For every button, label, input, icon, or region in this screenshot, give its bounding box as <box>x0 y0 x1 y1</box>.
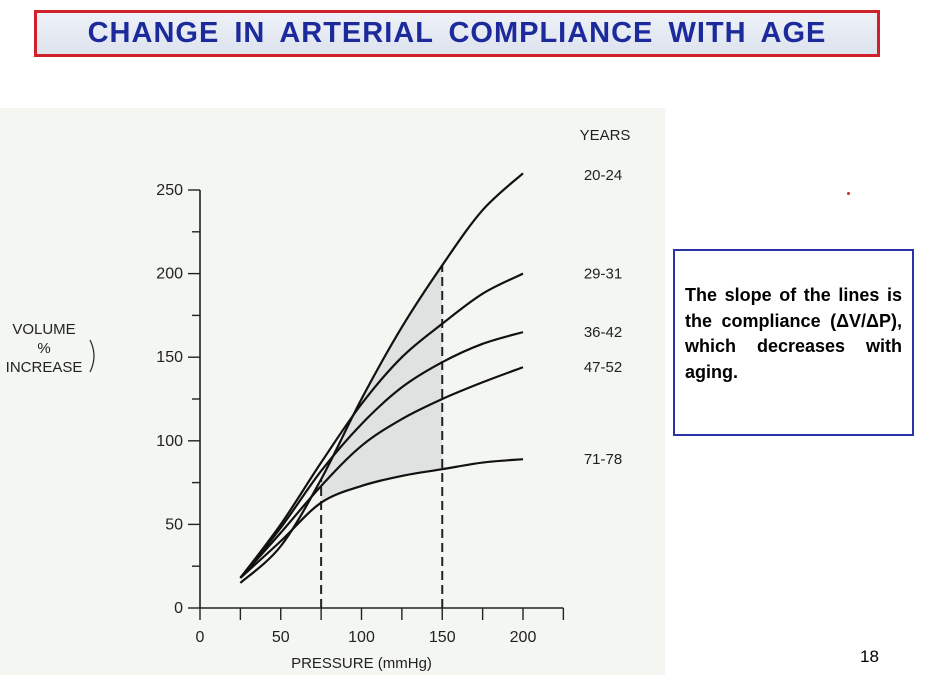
shaded-compliance-region <box>321 265 443 503</box>
decorative-dot <box>847 192 850 195</box>
series-line <box>239 331 524 579</box>
x-tick-label: 50 <box>272 629 290 646</box>
y-tick-label: 50 <box>165 516 183 533</box>
compliance-chart: 0 50 100 150 200 250 0 50 100 150 200 PRESSURE (mmH… <box>6 127 631 672</box>
x-tick-label: 0 <box>196 629 205 646</box>
page-number: 18 <box>860 647 879 666</box>
x-axis-label: PRESSURE (mmHg) <box>291 655 432 672</box>
y-tick-label: 150 <box>156 349 183 366</box>
y-axis-label-line3: INCREASE <box>6 359 83 376</box>
series-line <box>239 272 524 579</box>
series-line <box>239 172 524 584</box>
series-label: 36-42 <box>584 324 622 341</box>
note-text: The slope of the lines is the compliance… <box>685 285 902 382</box>
y-axis-label-line1: VOLUME <box>12 321 75 338</box>
y-tick-label: 250 <box>156 182 183 199</box>
slide-title: CHANGE IN ARTERIAL COMPLIANCE WITH AGE <box>87 17 827 49</box>
legend-title: YEARS <box>580 127 631 144</box>
y-axis-label-line2: % <box>37 340 50 357</box>
chart-panel: 0 50 100 150 200 250 0 50 100 150 200 PRESSURE (mmH… <box>0 108 665 675</box>
title-box: CHANGE IN ARTERIAL COMPLIANCE WITH AGE <box>34 10 880 57</box>
y-tick-label: 0 <box>174 600 183 617</box>
y-tick-label: 100 <box>156 433 183 450</box>
y-tick-label: 200 <box>156 266 183 283</box>
y-label-paren <box>89 339 95 373</box>
series-label: 71-78 <box>584 451 622 468</box>
series-label: 47-52 <box>584 359 622 376</box>
series-line <box>239 366 524 579</box>
series-line <box>239 458 524 579</box>
series-label: 29-31 <box>584 266 622 283</box>
note-box: The slope of the lines is the compliance… <box>673 249 914 436</box>
x-tick-label: 150 <box>429 629 456 646</box>
x-tick-label: 100 <box>348 629 375 646</box>
series-label: 20-24 <box>584 167 622 184</box>
x-tick-label: 200 <box>510 629 537 646</box>
